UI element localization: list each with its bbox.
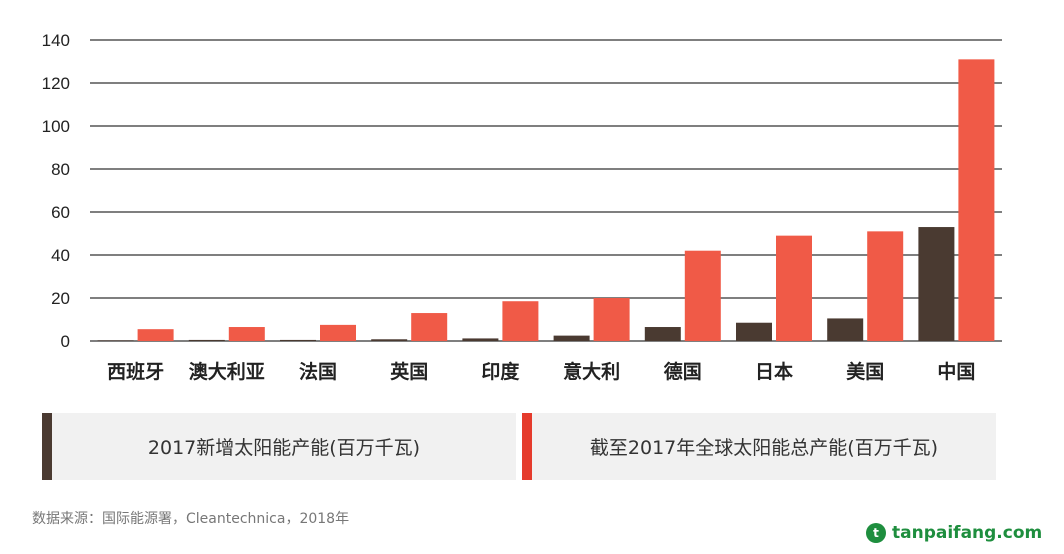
x-axis-categories: 西班牙 澳大利亚 法国 英国 印度 意大利 德国 日本 美国 中国 — [107, 360, 975, 383]
legend-item-series-2: 截至2017年全球太阳能总产能(百万千瓦) — [522, 413, 996, 480]
bar-series-1 — [371, 339, 408, 341]
y-tick-label: 140 — [42, 31, 70, 50]
x-category-label: 英国 — [390, 360, 428, 383]
bar-series-2 — [228, 327, 265, 341]
y-tick-label: 80 — [51, 160, 70, 179]
legend-swatch-series-2 — [522, 413, 532, 480]
bar-series-2 — [320, 324, 356, 341]
y-tick-label: 120 — [42, 74, 70, 93]
x-category-label: 西班牙 — [107, 360, 164, 383]
bar-series-1 — [553, 335, 590, 341]
y-tick-label: 0 — [61, 332, 70, 351]
bar-series-2 — [137, 329, 174, 341]
watermark-text: tanpaifang.com — [892, 523, 1043, 543]
x-category-label: 日本 — [755, 360, 793, 383]
bar-series-1 — [97, 340, 134, 341]
x-category-label: 印度 — [481, 360, 520, 383]
y-tick-label: 60 — [51, 203, 70, 222]
bar-series-1 — [644, 327, 681, 341]
y-tick-label: 100 — [42, 117, 70, 136]
legend-label-series-1: 2017新增太阳能产能(百万千瓦) — [147, 437, 421, 459]
y-tick-label: 40 — [51, 246, 70, 265]
bar-series-1 — [736, 322, 772, 341]
bar-series-1 — [462, 338, 499, 341]
y-axis-ticks: 0 20 40 60 80 100 120 140 — [42, 31, 70, 351]
x-category-label: 中国 — [937, 360, 975, 383]
bar-series-2 — [684, 250, 721, 341]
x-category-label: 意大利 — [563, 360, 620, 383]
x-category-label: 澳大利亚 — [189, 360, 265, 383]
y-tick-label: 20 — [51, 289, 70, 308]
legend-label-series-2: 截至2017年全球太阳能总产能(百万千瓦) — [589, 437, 939, 459]
grid-lines — [90, 39, 1002, 342]
x-category-label: 法国 — [299, 360, 337, 383]
legend-item-series-1: 2017新增太阳能产能(百万千瓦) — [42, 413, 516, 480]
legend-swatch-series-1 — [42, 413, 52, 480]
bar-series-2 — [593, 298, 630, 341]
watermark: t tanpaifang.com — [866, 523, 1042, 543]
source-note: 数据来源：国际能源署，Cleantechnica，2018年 — [32, 511, 350, 527]
bar-series-1 — [827, 318, 864, 341]
bar-series-2 — [867, 231, 904, 341]
bar-series-1 — [280, 339, 316, 341]
bar-series-1 — [188, 339, 225, 341]
bar-series-2 — [411, 313, 448, 341]
x-category-label: 美国 — [846, 360, 884, 383]
watermark-logo-icon: t — [866, 523, 886, 543]
bar-series-2 — [502, 301, 539, 341]
bar-series-2 — [958, 59, 995, 341]
bar-series-1 — [918, 227, 955, 341]
bar-chart: 0 20 40 60 80 100 120 140 西班牙 澳大利亚 法国 英国 印度 意大利 德国 日本 美… — [42, 31, 1002, 383]
x-category-label: 德国 — [664, 360, 702, 383]
bar-series-2 — [776, 235, 812, 341]
bars — [97, 59, 995, 341]
